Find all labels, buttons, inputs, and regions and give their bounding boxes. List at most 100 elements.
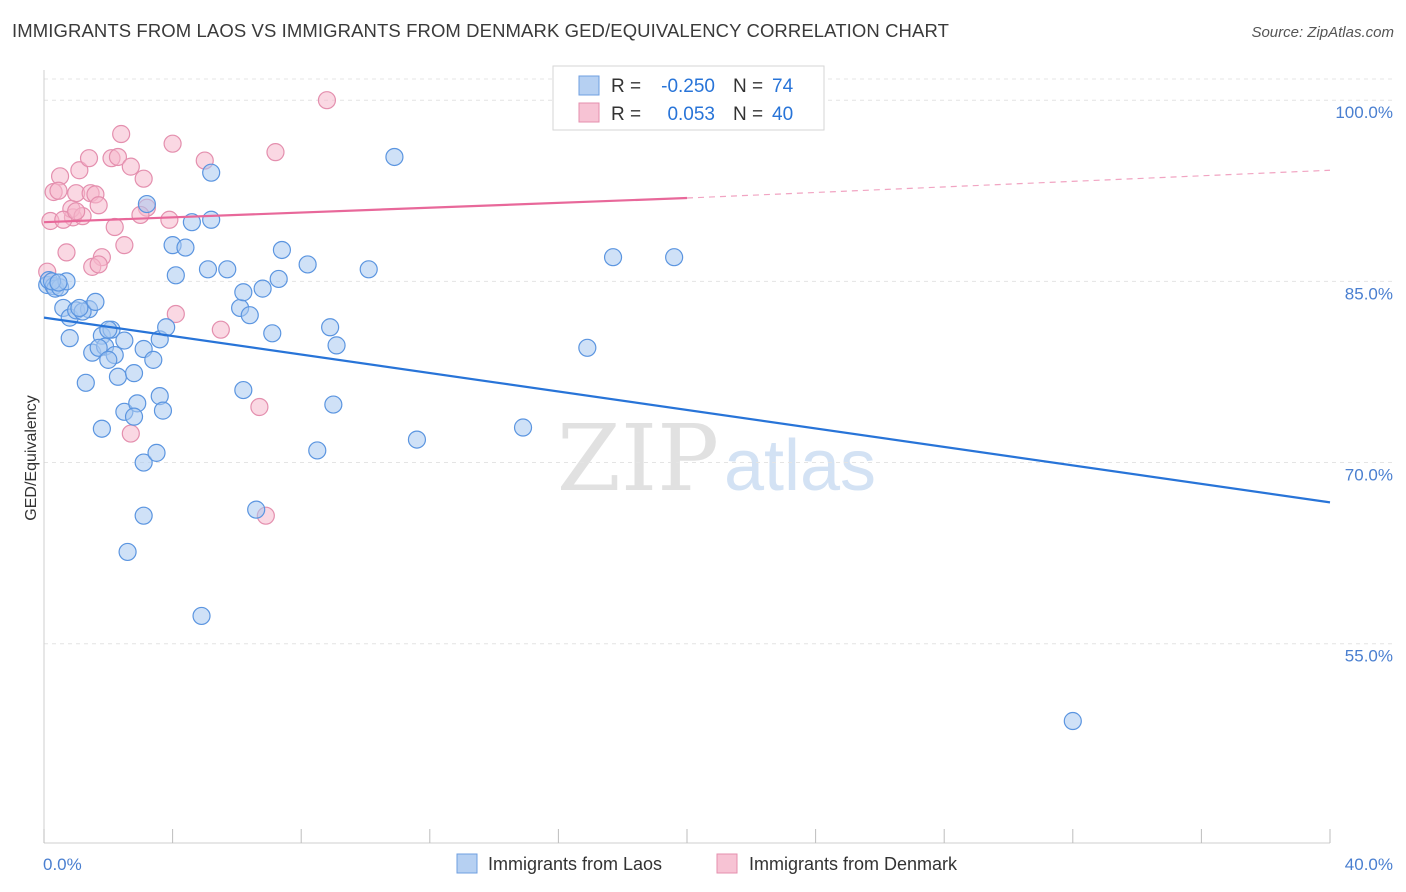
denmark-point-29 <box>166 304 185 324</box>
laos-point-37 <box>118 542 137 562</box>
y-tick-label-1: 70.0% <box>1345 466 1393 485</box>
laos-point-21 <box>108 367 128 386</box>
denmark-point-22 <box>115 236 134 255</box>
y-axis-label: GED/Equivalency <box>23 395 40 520</box>
laos-point-69 <box>1063 711 1082 731</box>
laos-point-32 <box>153 401 173 420</box>
laos-point-10 <box>60 329 79 348</box>
laos-point-55 <box>327 336 346 355</box>
y-tick-label-3: 100.0% <box>1335 103 1393 122</box>
laos-point-45 <box>218 260 237 279</box>
denmark-point-14 <box>89 196 108 215</box>
denmark-point-17 <box>89 255 108 274</box>
denmark-point-32 <box>266 143 285 162</box>
legend-n-value-laos: 74 <box>772 76 794 97</box>
laos-point-59 <box>234 380 253 400</box>
legend-top: R = -0.250 N = 74 R = 0.053 N = 40 <box>552 65 825 131</box>
laos-point-48 <box>234 283 253 302</box>
legend-bottom-label-laos: Immigrants from Laos <box>488 854 662 874</box>
laos-point-52 <box>272 240 292 260</box>
legend-r-label-laos: R = <box>611 76 641 97</box>
chart-title: IMMIGRANTS FROM LAOS VS IMMIGRANTS FROM … <box>12 20 949 41</box>
laos-point-40 <box>166 266 185 285</box>
denmark-point-21 <box>112 124 131 144</box>
denmark-point-18 <box>105 217 124 237</box>
laos-point-72 <box>70 298 89 318</box>
y-tick-label-0: 55.0% <box>1345 647 1393 666</box>
denmark-point-20 <box>108 147 128 167</box>
laos-point-54 <box>321 318 340 337</box>
denmark-point-11 <box>79 149 99 168</box>
laos-point-61 <box>202 163 221 182</box>
legend-r-label-denmark: R = <box>611 104 641 125</box>
laos-point-44 <box>198 260 218 279</box>
laos-point-34 <box>134 453 153 472</box>
legend-r-value-denmark: 0.053 <box>667 104 715 125</box>
laos-point-47 <box>240 306 259 325</box>
laos-point-64 <box>407 430 427 449</box>
laos-point-33 <box>92 419 111 438</box>
laos-point-57 <box>308 441 327 460</box>
trend-lines <box>43 169 1331 504</box>
laos-point-58 <box>247 500 266 519</box>
y-tick-labels: 55.0% 70.0% 85.0% 100.0% <box>1335 103 1393 666</box>
legend-n-label-denmark: N = <box>733 104 763 125</box>
denmark-point-31 <box>211 320 230 339</box>
laos-point-36 <box>134 506 153 525</box>
legend-bottom-label-denmark: Immigrants from Denmark <box>749 854 958 874</box>
laos-point-49 <box>253 279 272 298</box>
laos-point-51 <box>269 269 288 289</box>
legend-n-label-laos: N = <box>733 76 763 97</box>
laos-point-41 <box>176 238 195 257</box>
laos-point-30 <box>124 407 144 426</box>
denmark-point-33 <box>250 397 269 417</box>
laos-point-18 <box>115 331 134 350</box>
denmark-point-5 <box>57 243 76 262</box>
legend-swatch-denmark <box>578 102 600 123</box>
laos-point-60 <box>137 194 156 214</box>
denmark-point-28 <box>163 134 182 153</box>
legend-n-value-denmark: 40 <box>772 104 793 125</box>
laos-point-66 <box>578 338 597 357</box>
axes <box>43 70 1331 844</box>
legend-bottom-swatch-laos <box>456 853 478 874</box>
laos-point-67 <box>603 248 623 267</box>
x-tick-label-min: 0.0% <box>43 855 82 874</box>
laos-point-17 <box>89 338 108 357</box>
laos-point-73 <box>99 320 118 339</box>
laos-point-24 <box>124 364 144 383</box>
laos-point-23 <box>76 373 95 392</box>
watermark: ZIP atlas <box>557 405 876 512</box>
denmark-point-39 <box>67 202 86 221</box>
laos-point-25 <box>144 350 163 369</box>
denmark-point-24 <box>134 169 153 188</box>
laos-points <box>38 147 1082 731</box>
laos-point-43 <box>202 210 221 229</box>
laos-point-71 <box>49 273 68 292</box>
denmark-trend-extension <box>686 169 1331 199</box>
laos-point-56 <box>324 395 343 414</box>
denmark-point-36 <box>317 91 337 110</box>
legend-r-value-laos: -0.250 <box>661 76 715 97</box>
legend-bottom: Immigrants from Laos Immigrants from Den… <box>456 853 958 874</box>
watermark-zip: ZIP <box>557 405 719 512</box>
laos-point-63 <box>385 147 404 167</box>
laos-point-50 <box>263 324 282 343</box>
denmark-point-23 <box>121 157 140 176</box>
laos-point-35 <box>147 443 166 462</box>
laos-point-38 <box>192 606 211 626</box>
watermark-atlas: atlas <box>724 426 876 506</box>
gridlines <box>44 78 1393 645</box>
laos-point-62 <box>359 260 378 279</box>
laos-point-42 <box>182 213 201 232</box>
denmark-point-4 <box>49 181 68 200</box>
denmark-trend-line <box>43 196 688 224</box>
laos-point-68 <box>665 248 684 267</box>
denmark-point-27 <box>160 210 179 229</box>
y-tick-label-2: 85.0% <box>1345 284 1393 303</box>
denmark-point-38 <box>54 210 73 229</box>
laos-point-22 <box>99 350 118 369</box>
x-tick-label-max: 40.0% <box>1345 855 1393 874</box>
legend-bottom-swatch-denmark <box>716 853 738 874</box>
